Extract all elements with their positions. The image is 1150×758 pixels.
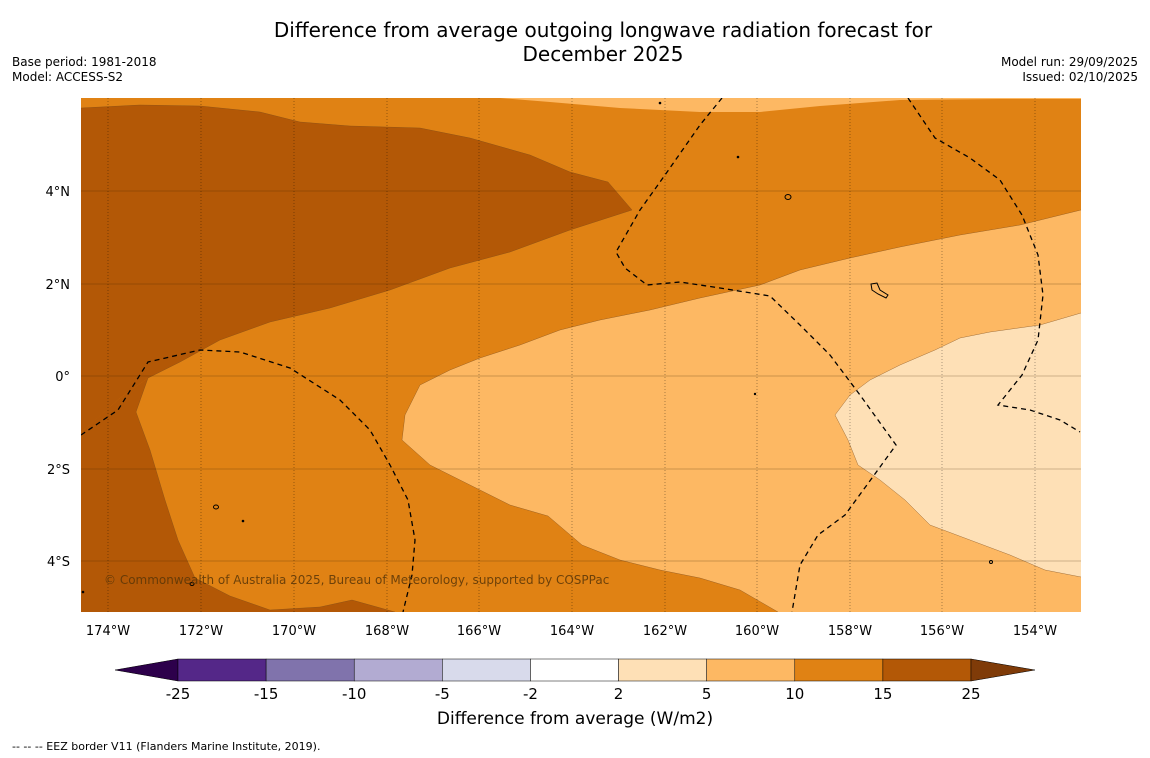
latitude-gridlines xyxy=(81,190,1081,562)
colorbar-tick-label: 2 xyxy=(614,685,624,703)
band-5-10-main xyxy=(402,210,1081,612)
colorbar-cell xyxy=(706,658,796,682)
island xyxy=(784,194,792,200)
island xyxy=(81,590,85,594)
lat-label: 2°S xyxy=(47,463,70,478)
band-outlines xyxy=(81,104,1081,612)
colorbar-cell xyxy=(353,658,443,682)
lon-label: 162°W xyxy=(643,624,687,639)
colorbar-cell xyxy=(618,658,707,682)
issued-text: Issued: 02/10/2025 xyxy=(1022,70,1138,84)
island xyxy=(736,155,740,159)
island xyxy=(989,560,993,564)
island xyxy=(189,582,195,586)
lon-label: 170°W xyxy=(272,624,316,639)
band-5-10-north xyxy=(500,98,1081,112)
lon-label: 158°W xyxy=(828,624,872,639)
eez-legend-note: -- -- -- EEZ border V11 (Flanders Marine… xyxy=(12,740,321,753)
eez-borders xyxy=(81,98,1081,612)
colorbar-cell xyxy=(882,658,972,682)
lat-label: 4°N xyxy=(46,185,71,200)
copyright-text: © Commonwealth of Australia 2025, Bureau… xyxy=(104,573,609,587)
island xyxy=(213,504,219,510)
lon-label: 156°W xyxy=(920,624,964,639)
colorbar-cell xyxy=(177,658,267,682)
colorbar: -25 -15 -10 -5 -2 2 5 10 15 25 xyxy=(114,658,1036,703)
colorbar-cell xyxy=(265,658,355,682)
metadata-left: Base period: 1981-2018 Model: ACCESS-S2 xyxy=(12,55,157,85)
lon-label: 174°W xyxy=(86,624,130,639)
metadata-right: Model run: 29/09/2025 Issued: 02/10/2025 xyxy=(1001,55,1138,85)
base-period-text: Base period: 1981-2018 xyxy=(12,55,157,69)
colorbar-tick-label: -2 xyxy=(523,685,538,703)
colorbar-cell xyxy=(442,658,531,682)
chart-title-line-1: Difference from average outgoing longwav… xyxy=(273,18,933,42)
colorbar-tick-label: 10 xyxy=(785,685,804,703)
colorbar-cell xyxy=(530,658,619,682)
lon-label: 172°W xyxy=(179,624,223,639)
model-run-text: Model run: 29/09/2025 xyxy=(1000,55,1138,69)
band-15-25-west xyxy=(81,378,395,612)
islands xyxy=(81,101,993,594)
model-text: Model: ACCESS-S2 xyxy=(12,70,124,84)
lat-label: 2°N xyxy=(46,278,71,293)
eez-border-west xyxy=(81,349,416,612)
colorbar-high-extend xyxy=(970,658,1036,682)
contour-fill-layer xyxy=(81,98,1081,612)
lat-label: 4°S xyxy=(47,555,70,570)
island xyxy=(241,519,245,523)
lon-label: 164°W xyxy=(550,624,594,639)
colorbar-tick-label: 15 xyxy=(873,685,892,703)
island xyxy=(870,282,889,299)
lat-label: 0° xyxy=(55,370,70,385)
colorbar-tick-label: -10 xyxy=(342,685,367,703)
chart-title-line-2: December 2025 xyxy=(522,42,684,66)
lon-label: 166°W xyxy=(457,624,501,639)
colorbar-tick-label: -5 xyxy=(435,685,450,703)
colorbar-cell xyxy=(794,658,884,682)
colorbar-tick-label: 5 xyxy=(702,685,712,703)
lon-label: 160°W xyxy=(735,624,779,639)
band-2-5-east xyxy=(835,313,1081,577)
eez-border-east xyxy=(907,98,1081,433)
colorbar-low-extend xyxy=(114,658,179,682)
latitude-labels: 4°N 2°N 0° 2°S 4°S xyxy=(46,185,71,570)
colorbar-tick-label: 25 xyxy=(961,685,980,703)
colorbar-tick-label: -25 xyxy=(166,685,191,703)
band-15-25-north xyxy=(81,105,632,432)
island xyxy=(753,392,757,396)
island xyxy=(658,101,662,105)
lon-label: 168°W xyxy=(365,624,409,639)
eez-border-central xyxy=(615,98,897,612)
longitude-labels: 174°W 172°W 170°W 168°W 166°W 164°W 162°… xyxy=(86,624,1057,639)
lon-label: 154°W xyxy=(1013,624,1057,639)
colorbar-title: Difference from average (W/m2) xyxy=(436,709,714,729)
colorbar-tick-label: -15 xyxy=(254,685,279,703)
chart-title: Difference from average outgoing longwav… xyxy=(200,18,1006,66)
